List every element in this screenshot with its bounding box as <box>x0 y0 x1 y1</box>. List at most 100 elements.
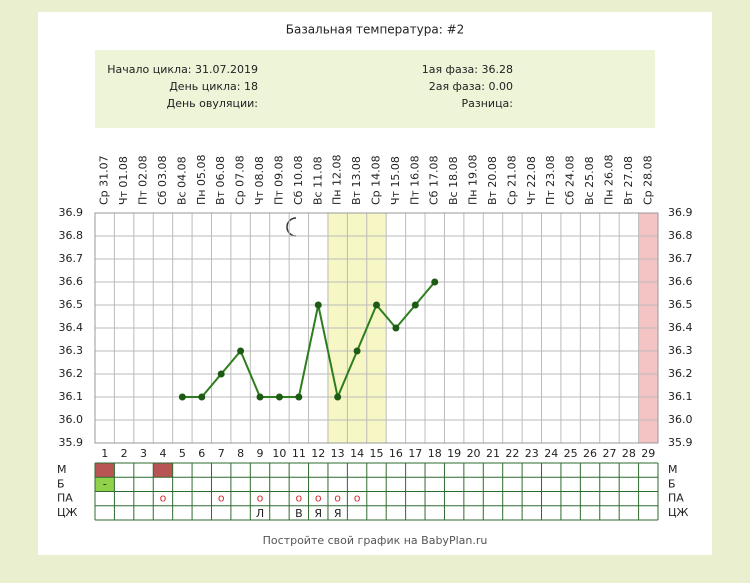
y-tick-label-right: 36.9 <box>668 206 693 219</box>
temperature-point <box>256 393 264 401</box>
day-number: 1 <box>101 447 108 460</box>
day-number: 25 <box>564 447 578 460</box>
row-letter: Я <box>334 507 342 520</box>
row-label-right: ЦЖ <box>668 506 689 519</box>
y-tick-label: 36.5 <box>59 298 84 311</box>
row-label: ПА <box>57 492 73 505</box>
row-label-right: ПА <box>668 492 684 505</box>
y-tick-label-right: 36.2 <box>668 367 693 380</box>
y-tick-label: 35.9 <box>59 436 84 449</box>
row-symbol: о <box>334 492 341 505</box>
info-text: 1ая фаза: 36.28 <box>422 63 513 76</box>
y-tick-label-right: 36.1 <box>668 390 693 403</box>
date-label: Пт 09.08 <box>272 155 285 205</box>
day-number: 19 <box>447 447 461 460</box>
temperature-point <box>275 393 283 401</box>
date-label: Ср 14.08 <box>370 155 383 205</box>
y-tick-label: 36.8 <box>59 229 84 242</box>
day-number: 9 <box>257 447 264 460</box>
row-label: М <box>57 463 67 476</box>
date-label: Ср 28.08 <box>641 155 654 205</box>
date-label: Ср 21.08 <box>505 155 518 205</box>
info-text: 2ая фаза: 0.00 <box>429 80 513 93</box>
temperature-point <box>198 393 206 401</box>
y-tick-label: 36.7 <box>59 252 84 265</box>
temperature-point <box>353 347 361 355</box>
day-number: 10 <box>272 447 286 460</box>
day-number: 23 <box>525 447 539 460</box>
day-number: 5 <box>179 447 186 460</box>
temperature-point <box>373 301 380 309</box>
date-label: Ср 07.08 <box>234 155 247 205</box>
y-tick-label: 36.1 <box>59 390 84 403</box>
day-number: 11 <box>292 447 306 460</box>
y-tick-label-right: 36.0 <box>668 413 693 426</box>
row-symbol: о <box>160 492 167 505</box>
date-label: Вт 27.08 <box>622 156 635 205</box>
row-letter: Я <box>314 507 322 520</box>
date-label: Чт 15.08 <box>389 156 402 205</box>
y-tick-label: 36.6 <box>59 275 84 288</box>
day-number: 14 <box>350 447 364 460</box>
row-symbol: о <box>218 492 225 505</box>
day-number: 24 <box>544 447 558 460</box>
day-number: 7 <box>218 447 225 460</box>
date-label: Пт 16.08 <box>408 155 421 205</box>
row-label: Б <box>57 477 65 490</box>
temperature-point <box>431 278 439 286</box>
temperature-point <box>411 301 419 309</box>
day-number: 27 <box>602 447 616 460</box>
y-tick-label: 36.2 <box>59 367 84 380</box>
date-label: Сб 17.08 <box>428 156 441 205</box>
temperature-point <box>178 393 186 401</box>
row-label-right: М <box>668 463 678 476</box>
row-symbol: о <box>295 492 302 505</box>
temperature-line <box>182 281 436 401</box>
row-symbol: о <box>257 492 264 505</box>
date-label: Пн 12.08 <box>331 155 344 205</box>
date-label: Чт 22.08 <box>525 156 538 205</box>
date-label: Чт 08.08 <box>253 156 266 205</box>
row-letter: В <box>295 507 303 520</box>
y-tick-label: 36.9 <box>59 206 84 219</box>
day-number: 20 <box>467 447 481 460</box>
temperature-point <box>217 370 225 378</box>
date-label: Вт 20.08 <box>486 156 499 205</box>
day-number: 3 <box>140 447 147 460</box>
y-tick-label-right: 36.6 <box>668 275 693 288</box>
date-label: Вс 11.08 <box>311 156 324 205</box>
y-tick-label: 36.0 <box>59 413 84 426</box>
day-number: 29 <box>641 447 655 460</box>
date-label: Вт 06.08 <box>214 156 227 205</box>
temperature-point <box>334 393 342 401</box>
date-label: Вс 25.08 <box>583 156 596 205</box>
date-label: Вс 18.08 <box>447 156 460 205</box>
y-tick-label-right: 36.8 <box>668 229 693 242</box>
date-label: Сб 03.08 <box>156 156 169 205</box>
date-label: Пн 19.08 <box>467 155 480 205</box>
date-label: Чт 01.08 <box>117 156 130 205</box>
info-text: Начало цикла: 31.07.2019 <box>107 63 258 76</box>
date-label: Пн 05.08 <box>195 155 208 205</box>
day-number: 13 <box>331 447 345 460</box>
y-tick-label-right: 36.3 <box>668 344 693 357</box>
day-number: 22 <box>505 447 519 460</box>
y-tick-label-right: 36.4 <box>668 321 693 334</box>
chart-title: Базальная температура: #2 <box>286 23 465 37</box>
day-number: 17 <box>408 447 422 460</box>
day-number: 21 <box>486 447 500 460</box>
row-label: ЦЖ <box>57 506 78 519</box>
date-label: Вт 13.08 <box>350 156 363 205</box>
row-symbol: о <box>354 492 361 505</box>
info-text: День овуляции: <box>167 97 258 110</box>
y-tick-label: 36.3 <box>59 344 84 357</box>
y-tick-label-right: 36.7 <box>668 252 693 265</box>
day-number: 26 <box>583 447 597 460</box>
row-cell <box>153 463 173 478</box>
date-label: Сб 24.08 <box>564 156 577 205</box>
row-label-right: Б <box>668 477 676 490</box>
row-cell <box>95 477 115 492</box>
row-symbol: - <box>103 477 107 490</box>
